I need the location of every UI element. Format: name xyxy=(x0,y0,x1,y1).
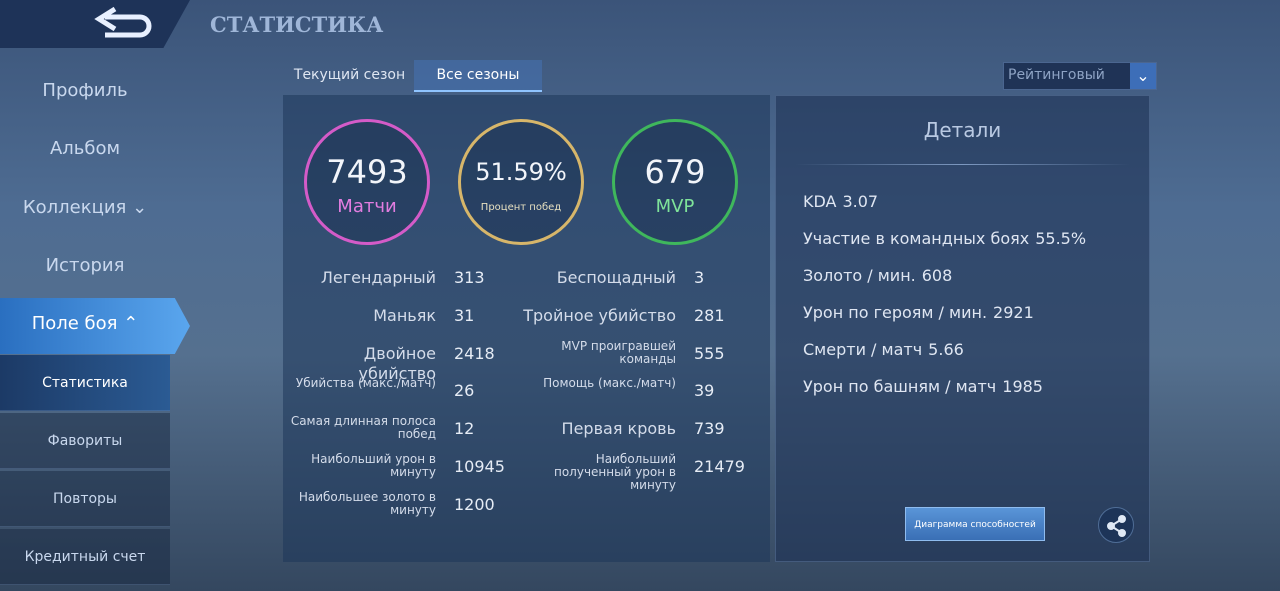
stat-row-label: Беспощадный xyxy=(556,268,676,287)
detail-label: Участие в командных боях xyxy=(803,229,1030,248)
share-button[interactable] xyxy=(1098,507,1134,543)
active-highlight xyxy=(0,298,190,354)
stat-value: 7493 xyxy=(326,153,408,191)
stat-ring xyxy=(304,119,430,245)
page-title: СТАТИСТИКА xyxy=(210,12,384,37)
sidebar-item[interactable]: Коллекция ⌄ xyxy=(22,197,148,218)
chevron: ⌄ xyxy=(126,197,148,218)
detail-value: 3.07 xyxy=(842,192,879,211)
stat-row-value: 3 xyxy=(694,268,705,287)
back-button[interactable] xyxy=(0,0,190,48)
stat-row-label: Первая кровь xyxy=(561,419,676,438)
stat-row-label: Маньяк xyxy=(373,306,436,325)
detail-row: KDA 3.07 xyxy=(803,192,878,211)
chevron: ⌃ xyxy=(117,313,139,334)
stat-row-label: Наибольшее золото в минуту xyxy=(298,490,436,517)
stat-row-label: Убийства (макс./матч) xyxy=(295,376,436,390)
stat-row-label: Двойное убийство xyxy=(358,344,436,383)
stat-value: 679 xyxy=(644,153,706,191)
mode-label: Рейтинговый xyxy=(1008,67,1105,83)
stat-ring xyxy=(612,119,738,245)
share-icon xyxy=(1107,515,1126,537)
tab[interactable]: Все сезоны xyxy=(414,60,542,92)
stat-row-label: Наибольший урон в минуту xyxy=(311,452,436,479)
sidebar-subitem[interactable]: Фавориты xyxy=(0,413,170,469)
stat-row-value: 26 xyxy=(454,381,475,400)
stat-row-label: Тройное убийство xyxy=(523,306,676,325)
detail-label: Урон по башням / матч xyxy=(803,377,997,396)
detail-row: Золото / мин. 608 xyxy=(803,266,952,285)
sidebar-item[interactable]: Поле боя ⌃ xyxy=(31,313,139,334)
stat-row-label: Самая длинная полоса побед xyxy=(290,414,436,441)
details-title: Детали xyxy=(923,118,1002,142)
detail-row: Участие в командных боях 55.5% xyxy=(803,229,1086,248)
mode-select[interactable]: Рейтинговый ⌄ xyxy=(1003,62,1157,90)
stat-label: MVP xyxy=(655,196,695,217)
details-panel xyxy=(775,95,1150,562)
sidebar-subitem[interactable]: Повторы xyxy=(0,471,170,527)
stat-ring xyxy=(458,119,584,245)
sidebar-item[interactable]: История xyxy=(45,255,125,276)
stat-row-value: 555 xyxy=(694,344,725,363)
sidebar-subitem[interactable]: Статистика xyxy=(0,355,170,411)
stat-row-value: 12 xyxy=(454,419,475,438)
detail-row: Урон по героям / мин. 2921 xyxy=(803,303,1034,322)
divider xyxy=(795,164,1130,165)
detail-value: 5.66 xyxy=(928,340,964,359)
stat-row-value: 1200 xyxy=(454,495,495,514)
detail-value: 2921 xyxy=(993,303,1034,322)
detail-value: 55.5% xyxy=(1035,229,1087,248)
stat-row-label: MVP проигравшей команды xyxy=(561,339,676,366)
back-icon xyxy=(94,6,152,38)
stat-row-value: 739 xyxy=(694,419,725,438)
detail-value: 1985 xyxy=(1002,377,1043,396)
stat-row-value: 10945 xyxy=(454,457,505,476)
sidebar-item[interactable]: Альбом xyxy=(49,138,121,159)
detail-label: Золото / мин. xyxy=(803,266,916,285)
detail-label: Смерти / матч xyxy=(803,340,923,359)
stat-row-value: 21479 xyxy=(694,457,745,476)
detail-row: Урон по башням / матч 1985 xyxy=(803,377,1043,396)
tab[interactable]: Текущий сезон xyxy=(293,67,406,83)
sidebar-item[interactable]: Профиль xyxy=(42,80,128,101)
detail-label: KDA xyxy=(803,192,837,211)
stat-label: Процент побед xyxy=(480,202,562,213)
stat-row-label: Наибольший полученный урон в минуту xyxy=(553,452,676,492)
stat-row-value: 313 xyxy=(454,268,485,287)
sidebar-subitem[interactable]: Кредитный счет xyxy=(0,529,170,585)
stat-value: 51.59% xyxy=(475,158,567,186)
stat-row-value: 31 xyxy=(454,306,475,325)
detail-label: Урон по героям / мин. xyxy=(803,303,988,322)
detail-value: 608 xyxy=(921,266,953,285)
detail-row: Смерти / матч 5.66 xyxy=(803,340,964,359)
stat-row-value: 39 xyxy=(694,381,715,400)
stat-row-label: Помощь (макс./матч) xyxy=(543,376,676,390)
stat-row-value: 2418 xyxy=(454,344,495,363)
stat-row-label: Легендарный xyxy=(320,268,436,287)
stat-label: Матчи xyxy=(337,196,397,217)
stat-row-value: 281 xyxy=(694,306,725,325)
dropdown-arrow: ⌄ xyxy=(1130,63,1156,89)
ability-chart-button[interactable]: Диаграмма способностей xyxy=(905,507,1045,541)
